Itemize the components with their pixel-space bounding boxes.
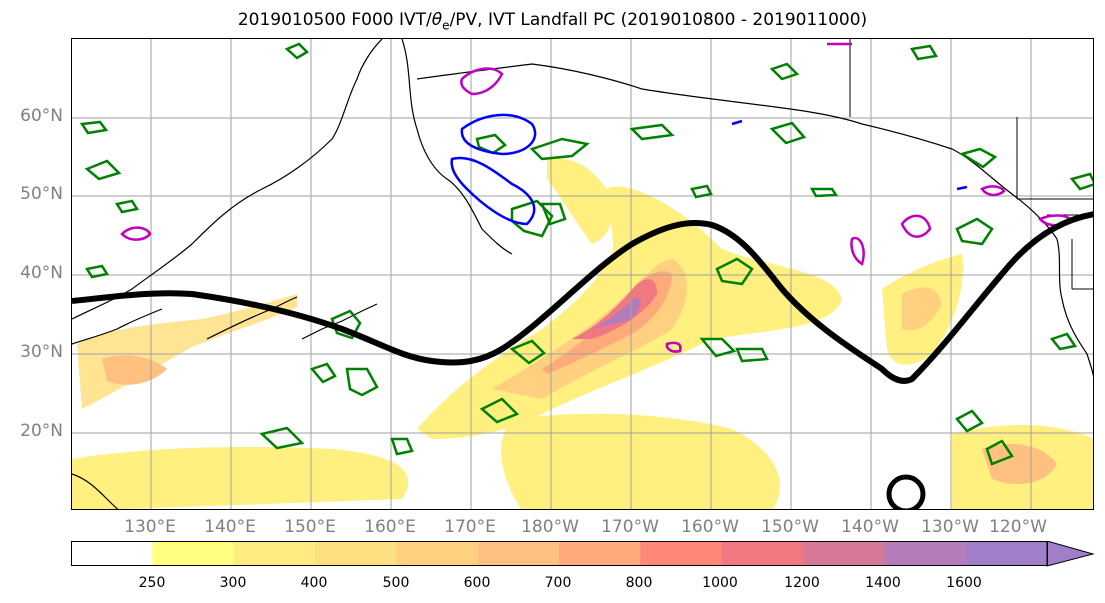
- lon-label-160e: 160°E: [364, 517, 416, 537]
- lat-label-30n: 30°N: [20, 342, 63, 362]
- colorbar-cell: [640, 541, 723, 566]
- lat-label-60n: 60°N: [20, 106, 63, 126]
- ivt-fill: [982, 444, 1057, 484]
- lon-label-140e: 140°E: [204, 517, 256, 537]
- colorbar-cell: [559, 541, 641, 566]
- pv-contours: [79, 42, 1093, 466]
- coastlines: [72, 39, 1093, 509]
- lon-label-160w: 160°W: [681, 517, 739, 537]
- ivt-fill: [501, 413, 780, 509]
- colorbar-tick-300: 300: [219, 575, 247, 591]
- colorbar-cell: [965, 541, 1048, 566]
- colorbar-cell: [152, 541, 235, 566]
- colorbar-extend-arrow: [1046, 541, 1095, 567]
- colorbar-cell: [233, 541, 316, 566]
- colorbar-cell: [396, 541, 479, 566]
- lat-label-50n: 50°N: [20, 184, 63, 204]
- lon-label-140w: 140°W: [841, 517, 899, 537]
- theta-e-magenta-contours: [120, 42, 1074, 353]
- ivt-fill: [72, 447, 408, 509]
- colorbar-cell: [477, 541, 560, 566]
- chart-title: 2019010500 F000 IVT/θe/PV, IVT Landfall …: [237, 10, 868, 33]
- ivt-fill: [77, 294, 297, 409]
- theta-e-blue-contours: [450, 113, 968, 226]
- lon-label-150w: 150°W: [761, 517, 819, 537]
- lon-label-150e: 150°E: [284, 517, 336, 537]
- lon-label-170e: 170°E: [444, 517, 496, 537]
- closed-jet-contour: [886, 474, 926, 509]
- lat-label-40n: 40°N: [20, 263, 63, 283]
- colorbar-cell: [803, 541, 885, 566]
- ivt-fill: [572, 279, 657, 339]
- map-panel: [71, 38, 1094, 510]
- colorbar-tick-250: 250: [138, 575, 166, 591]
- ivt-fill: [547, 158, 614, 244]
- lon-label-130e: 130°E: [124, 517, 176, 537]
- colorbar-cell: [721, 541, 804, 566]
- ivt-shading: [72, 158, 1093, 509]
- colorbar-tick-1400: 1400: [865, 575, 901, 591]
- colorbar-cell: [884, 541, 967, 566]
- ivt-fill: [592, 297, 641, 329]
- graticule: [72, 39, 1093, 509]
- ivt-colorbar: [71, 541, 1095, 567]
- jet-stream-line: [72, 211, 1093, 384]
- lon-label-130w: 130°W: [921, 517, 979, 537]
- lon-label-170w: 170°W: [601, 517, 659, 537]
- colorbar-tick-400: 400: [300, 575, 328, 591]
- colorbar-cell: [71, 541, 153, 566]
- colorbar-tick-500: 500: [382, 575, 410, 591]
- ivt-fill: [902, 287, 942, 331]
- borders: [849, 39, 1093, 290]
- colorbar-tick-600: 600: [463, 575, 491, 591]
- lon-label-120w: 120°W: [989, 517, 1047, 537]
- colorbar-tick-700: 700: [544, 575, 572, 591]
- colorbar-cell: [315, 541, 397, 566]
- map-canvas: [72, 39, 1093, 509]
- colorbar-tick-1200: 1200: [784, 575, 820, 591]
- colorbar-tick-800: 800: [625, 575, 653, 591]
- colorbar-tick-1000: 1000: [702, 575, 738, 591]
- lat-label-20n: 20°N: [20, 421, 63, 441]
- colorbar-tick-1600: 1600: [946, 575, 982, 591]
- lon-label-180w: 180°W: [521, 517, 579, 537]
